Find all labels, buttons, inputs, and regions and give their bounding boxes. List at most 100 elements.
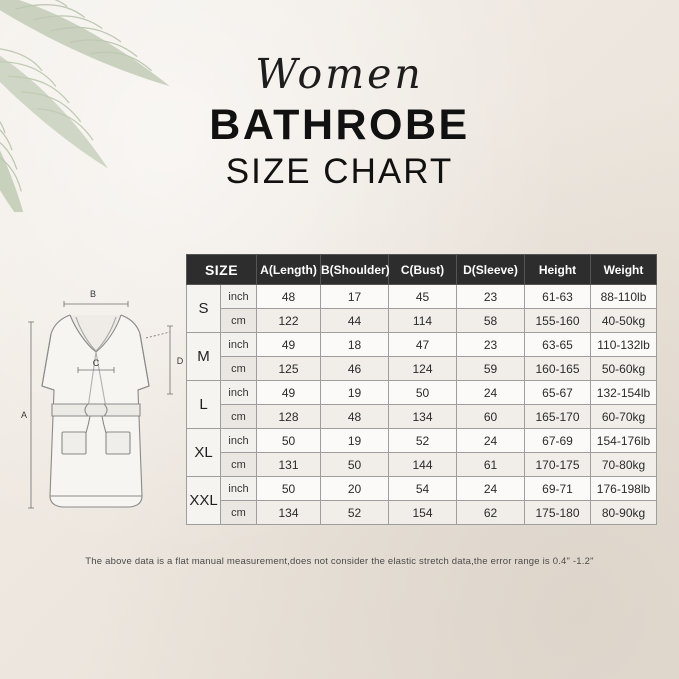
cell-shoulder: 50 bbox=[320, 452, 389, 477]
cell-height: 165-170 bbox=[524, 404, 591, 429]
cell-weight: 60-70kg bbox=[590, 404, 657, 429]
cell-bust: 114 bbox=[388, 308, 457, 333]
cell-bust: 144 bbox=[388, 452, 457, 477]
unit-label: inch bbox=[220, 428, 257, 453]
cell-shoulder: 18 bbox=[320, 332, 389, 357]
header-length: A(Length) bbox=[256, 254, 321, 285]
label-b: B bbox=[90, 289, 96, 299]
cell-sleeve: 61 bbox=[456, 452, 525, 477]
cell-sleeve: 24 bbox=[456, 380, 525, 405]
header-sleeve: D(Sleeve) bbox=[456, 254, 525, 285]
cell-shoulder: 46 bbox=[320, 356, 389, 381]
cell-weight: 88-110lb bbox=[590, 284, 657, 309]
cell-shoulder: 19 bbox=[320, 428, 389, 453]
unit-label: inch bbox=[220, 284, 257, 309]
cell-sleeve: 59 bbox=[456, 356, 525, 381]
cell-weight: 50-60kg bbox=[590, 356, 657, 381]
header-height: Height bbox=[524, 254, 591, 285]
unit-label: inch bbox=[220, 476, 257, 501]
cell-bust: 154 bbox=[388, 500, 457, 525]
cell-length: 50 bbox=[256, 476, 321, 501]
size-chart-table: SIZE A(Length) B(Shoulder) C(Bust) D(Sle… bbox=[186, 254, 657, 525]
cell-bust: 134 bbox=[388, 404, 457, 429]
cell-weight: 176-198lb bbox=[590, 476, 657, 501]
cell-length: 125 bbox=[256, 356, 321, 381]
cell-length: 122 bbox=[256, 308, 321, 333]
cell-bust: 54 bbox=[388, 476, 457, 501]
unit-label: cm bbox=[220, 500, 257, 525]
bathrobe-line-drawing: B C A D bbox=[21, 289, 184, 509]
cell-height: 63-65 bbox=[524, 332, 591, 357]
cell-height: 65-67 bbox=[524, 380, 591, 405]
title-subtitle: SIZE CHART bbox=[225, 151, 454, 191]
cell-shoulder: 20 bbox=[320, 476, 389, 501]
unit-label: inch bbox=[220, 380, 257, 405]
table-row: cm 131 50 144 61 170-175 70-80kg bbox=[187, 452, 657, 477]
table-row: S inch 48 17 45 23 61-63 88-110lb bbox=[186, 284, 657, 333]
unit-label: cm bbox=[220, 308, 257, 333]
bathrobe-diagram: B C A D bbox=[18, 282, 193, 532]
cell-height: 67-69 bbox=[524, 428, 591, 453]
cell-weight: 154-176lb bbox=[590, 428, 657, 453]
unit-label: cm bbox=[220, 356, 257, 381]
cell-weight: 70-80kg bbox=[590, 452, 657, 477]
header-size: SIZE bbox=[186, 254, 257, 285]
unit-label: cm bbox=[220, 404, 257, 429]
cell-sleeve: 23 bbox=[456, 332, 525, 357]
table-row: L inch 49 19 50 24 65-67 132-154lb bbox=[186, 380, 657, 429]
cell-sleeve: 60 bbox=[456, 404, 525, 429]
header-weight: Weight bbox=[590, 254, 657, 285]
title-block: Women BATHROBE SIZE CHART bbox=[0, 50, 679, 192]
unit-label: cm bbox=[220, 452, 257, 477]
size-label-s: S bbox=[186, 284, 221, 333]
table-row: XXL inch 50 20 54 24 69-71 176-198lb bbox=[186, 476, 657, 525]
cell-shoulder: 17 bbox=[320, 284, 389, 309]
cell-length: 134 bbox=[256, 500, 321, 525]
palm-leaf-decoration bbox=[0, 0, 170, 212]
table-row: XL inch 50 19 52 24 67-69 154-176lb bbox=[186, 428, 657, 477]
cell-weight: 80-90kg bbox=[590, 500, 657, 525]
cell-height: 69-71 bbox=[524, 476, 591, 501]
cell-length: 128 bbox=[256, 404, 321, 429]
cell-sleeve: 24 bbox=[456, 476, 525, 501]
cell-bust: 47 bbox=[388, 332, 457, 357]
size-label-m: M bbox=[186, 332, 221, 381]
cell-weight: 110-132lb bbox=[590, 332, 657, 357]
title-script: Women bbox=[255, 50, 424, 98]
cell-length: 50 bbox=[256, 428, 321, 453]
cell-height: 170-175 bbox=[524, 452, 591, 477]
cell-shoulder: 19 bbox=[320, 380, 389, 405]
table-row: M inch 49 18 47 23 63-65 110-132lb bbox=[186, 332, 657, 381]
cell-height: 61-63 bbox=[524, 284, 591, 309]
header-shoulder: B(Shoulder) bbox=[320, 254, 390, 285]
cell-length: 131 bbox=[256, 452, 321, 477]
cell-weight: 132-154lb bbox=[590, 380, 657, 405]
label-a: A bbox=[21, 410, 27, 420]
cell-weight: 40-50kg bbox=[590, 308, 657, 333]
cell-shoulder: 48 bbox=[320, 404, 389, 429]
cell-sleeve: 23 bbox=[456, 284, 525, 309]
table-row: cm 134 52 154 62 175-180 80-90kg bbox=[187, 500, 657, 525]
cell-sleeve: 58 bbox=[456, 308, 525, 333]
cell-bust: 45 bbox=[388, 284, 457, 309]
unit-label: inch bbox=[220, 332, 257, 357]
size-label-xxl: XXL bbox=[186, 476, 221, 525]
cell-height: 155-160 bbox=[524, 308, 591, 333]
cell-bust: 52 bbox=[388, 428, 457, 453]
table-header-row: SIZE A(Length) B(Shoulder) C(Bust) D(Sle… bbox=[186, 254, 657, 285]
cell-length: 48 bbox=[256, 284, 321, 309]
cell-sleeve: 62 bbox=[456, 500, 525, 525]
cell-length: 49 bbox=[256, 380, 321, 405]
cell-height: 175-180 bbox=[524, 500, 591, 525]
cell-height: 160-165 bbox=[524, 356, 591, 381]
cell-length: 49 bbox=[256, 332, 321, 357]
title-main: BATHROBE bbox=[209, 101, 470, 150]
cell-sleeve: 24 bbox=[456, 428, 525, 453]
measurement-disclaimer: The above data is a flat manual measurem… bbox=[85, 556, 594, 567]
size-label-l: L bbox=[186, 380, 221, 429]
table-row: cm 122 44 114 58 155-160 40-50kg bbox=[187, 308, 657, 333]
table-row: cm 128 48 134 60 165-170 60-70kg bbox=[187, 404, 657, 429]
cell-bust: 50 bbox=[388, 380, 457, 405]
label-c: C bbox=[93, 358, 100, 368]
